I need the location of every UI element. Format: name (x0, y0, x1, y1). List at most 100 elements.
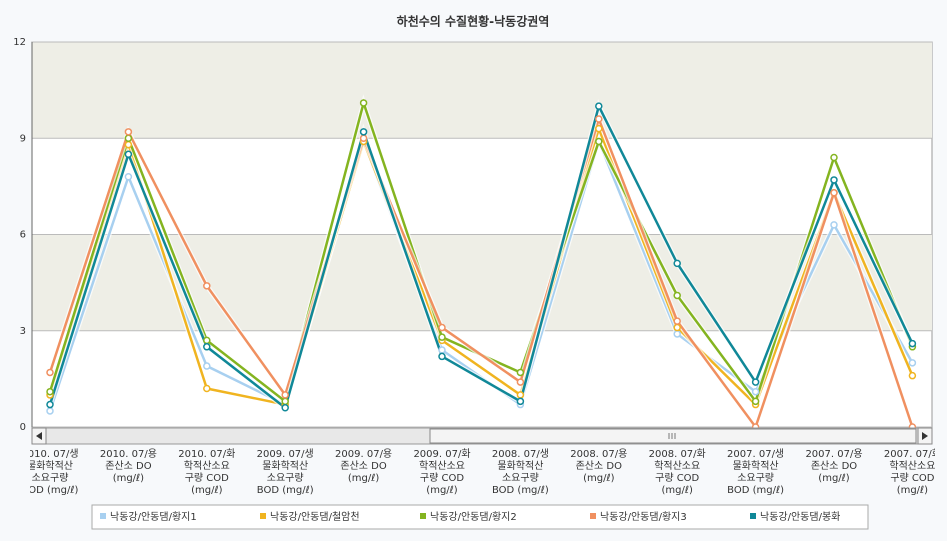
x-tick-label: 2010. 07/생 (21, 448, 78, 460)
series-line (48, 115, 914, 430)
x-tick-label: 물화학적산 (497, 460, 543, 472)
legend-swatch (260, 513, 266, 519)
data-point (908, 371, 917, 380)
data-point (438, 333, 446, 341)
data-point (438, 323, 446, 332)
x-tick-label: 학적산소요 (184, 460, 230, 472)
data-point (359, 134, 368, 142)
x-tick-label: 존산소 DO (811, 460, 857, 472)
x-tick-label: 2007. 07/용 (805, 448, 862, 460)
x-tick-label: 물화학적산 (733, 460, 779, 472)
y-tick-label: 0 (20, 422, 26, 433)
x-tick-label: 소요구량 (502, 472, 539, 484)
x-tick-label: (mg/ℓ) (818, 473, 849, 484)
data-point (595, 124, 603, 133)
data-point (908, 359, 917, 367)
x-tick-label: 2007. 07/화 (884, 448, 941, 460)
data-point (203, 336, 211, 345)
data-point (516, 397, 525, 406)
data-point (203, 282, 211, 290)
x-tick-label: 구량 COD (185, 472, 229, 484)
scroll-thumb[interactable] (429, 428, 917, 444)
x-tick-label: 소요구량 (737, 472, 774, 484)
legend-label: 낙동강/안동댐/황지1 (110, 511, 197, 523)
x-tick-label: BOD (mg/ℓ) (727, 485, 784, 496)
data-point (673, 317, 681, 325)
data-point (673, 330, 681, 338)
data-point (203, 343, 211, 351)
x-tick-label: 소요구량 (32, 472, 69, 484)
data-point (46, 387, 54, 396)
x-tick-label: (mg/ℓ) (583, 473, 614, 484)
chart-title: 하천수의 수질현황-낙동강권역 (397, 14, 550, 29)
data-point (124, 173, 133, 181)
x-tick-label: 학적산소요 (419, 460, 465, 472)
data-point (751, 387, 760, 396)
y-tick-label: 6 (20, 230, 26, 241)
x-tick-label: 2010. 07/화 (178, 448, 235, 460)
x-tick-label: (mg/ℓ) (661, 485, 692, 496)
legend-swatch (420, 513, 426, 519)
legend-label: 낙동강/안동댐/황지2 (430, 511, 517, 523)
data-point (516, 368, 525, 377)
x-tick-label: BOD (mg/ℓ) (22, 485, 79, 496)
data-point (359, 99, 368, 107)
data-point (124, 134, 133, 142)
x-tick-label: 구량 COD (890, 472, 934, 484)
data-point (673, 323, 681, 332)
data-point (830, 189, 838, 197)
legend-swatch (750, 513, 756, 519)
x-tick-label: 2008. 07/생 (492, 448, 549, 460)
x-tick-label: 존산소 DO (340, 460, 386, 472)
y-tick-label: 12 (13, 37, 26, 48)
x-tick-label: 2009. 07/화 (413, 448, 470, 460)
x-tick-label: 2009. 07/생 (257, 448, 314, 460)
x-tick-label: (mg/ℓ) (426, 485, 457, 496)
data-point (203, 384, 211, 393)
x-tick-label: BOD (mg/ℓ) (492, 485, 549, 496)
data-point (281, 391, 289, 399)
data-point (673, 259, 681, 268)
data-point (359, 128, 368, 136)
x-tick-label: (mg/ℓ) (897, 485, 928, 496)
x-tick-label: 2007. 07/생 (727, 448, 784, 460)
y-tick-label: 9 (20, 133, 26, 144)
data-point (124, 140, 133, 149)
x-tick-label: (mg/ℓ) (348, 473, 379, 484)
data-point (595, 137, 603, 146)
x-tick-label: 2008. 07/용 (570, 448, 627, 460)
data-point (751, 378, 760, 386)
series-line (48, 124, 914, 407)
data-point (46, 407, 54, 415)
x-tick-label: 학적산소요 (889, 460, 935, 472)
x-tick-label: 2008. 07/화 (649, 448, 706, 460)
x-tick-label: 2009. 07/용 (335, 448, 392, 460)
arrow-icon (922, 432, 928, 440)
data-point (830, 153, 838, 162)
data-point (281, 404, 289, 412)
legend-swatch (100, 513, 106, 519)
x-tick-label: (mg/ℓ) (113, 473, 144, 484)
data-point (516, 378, 525, 386)
data-point (908, 339, 917, 348)
data-point (124, 150, 133, 159)
x-tick-label: 학적산소요 (654, 460, 700, 472)
data-point (673, 291, 681, 300)
x-tick-label: 소요구량 (267, 472, 304, 484)
x-tick-label: 물화학적산 (262, 460, 308, 472)
data-point (438, 352, 446, 361)
data-point (438, 346, 446, 354)
legend (91, 504, 869, 530)
data-point (124, 128, 133, 136)
legend-swatch (590, 513, 596, 519)
data-point (830, 221, 838, 229)
data-point (830, 176, 838, 184)
scrollbar[interactable] (31, 427, 933, 445)
grip-icon (668, 433, 676, 439)
data-point (46, 368, 54, 377)
data-point (46, 400, 54, 409)
data-point (281, 397, 289, 406)
data-point (751, 397, 760, 406)
legend-items: 낙동강/안동댐/황지1 낙동강/안동댐/철암천 낙동강/안동댐/황지2 낙동강/안동댐… (100, 511, 840, 523)
